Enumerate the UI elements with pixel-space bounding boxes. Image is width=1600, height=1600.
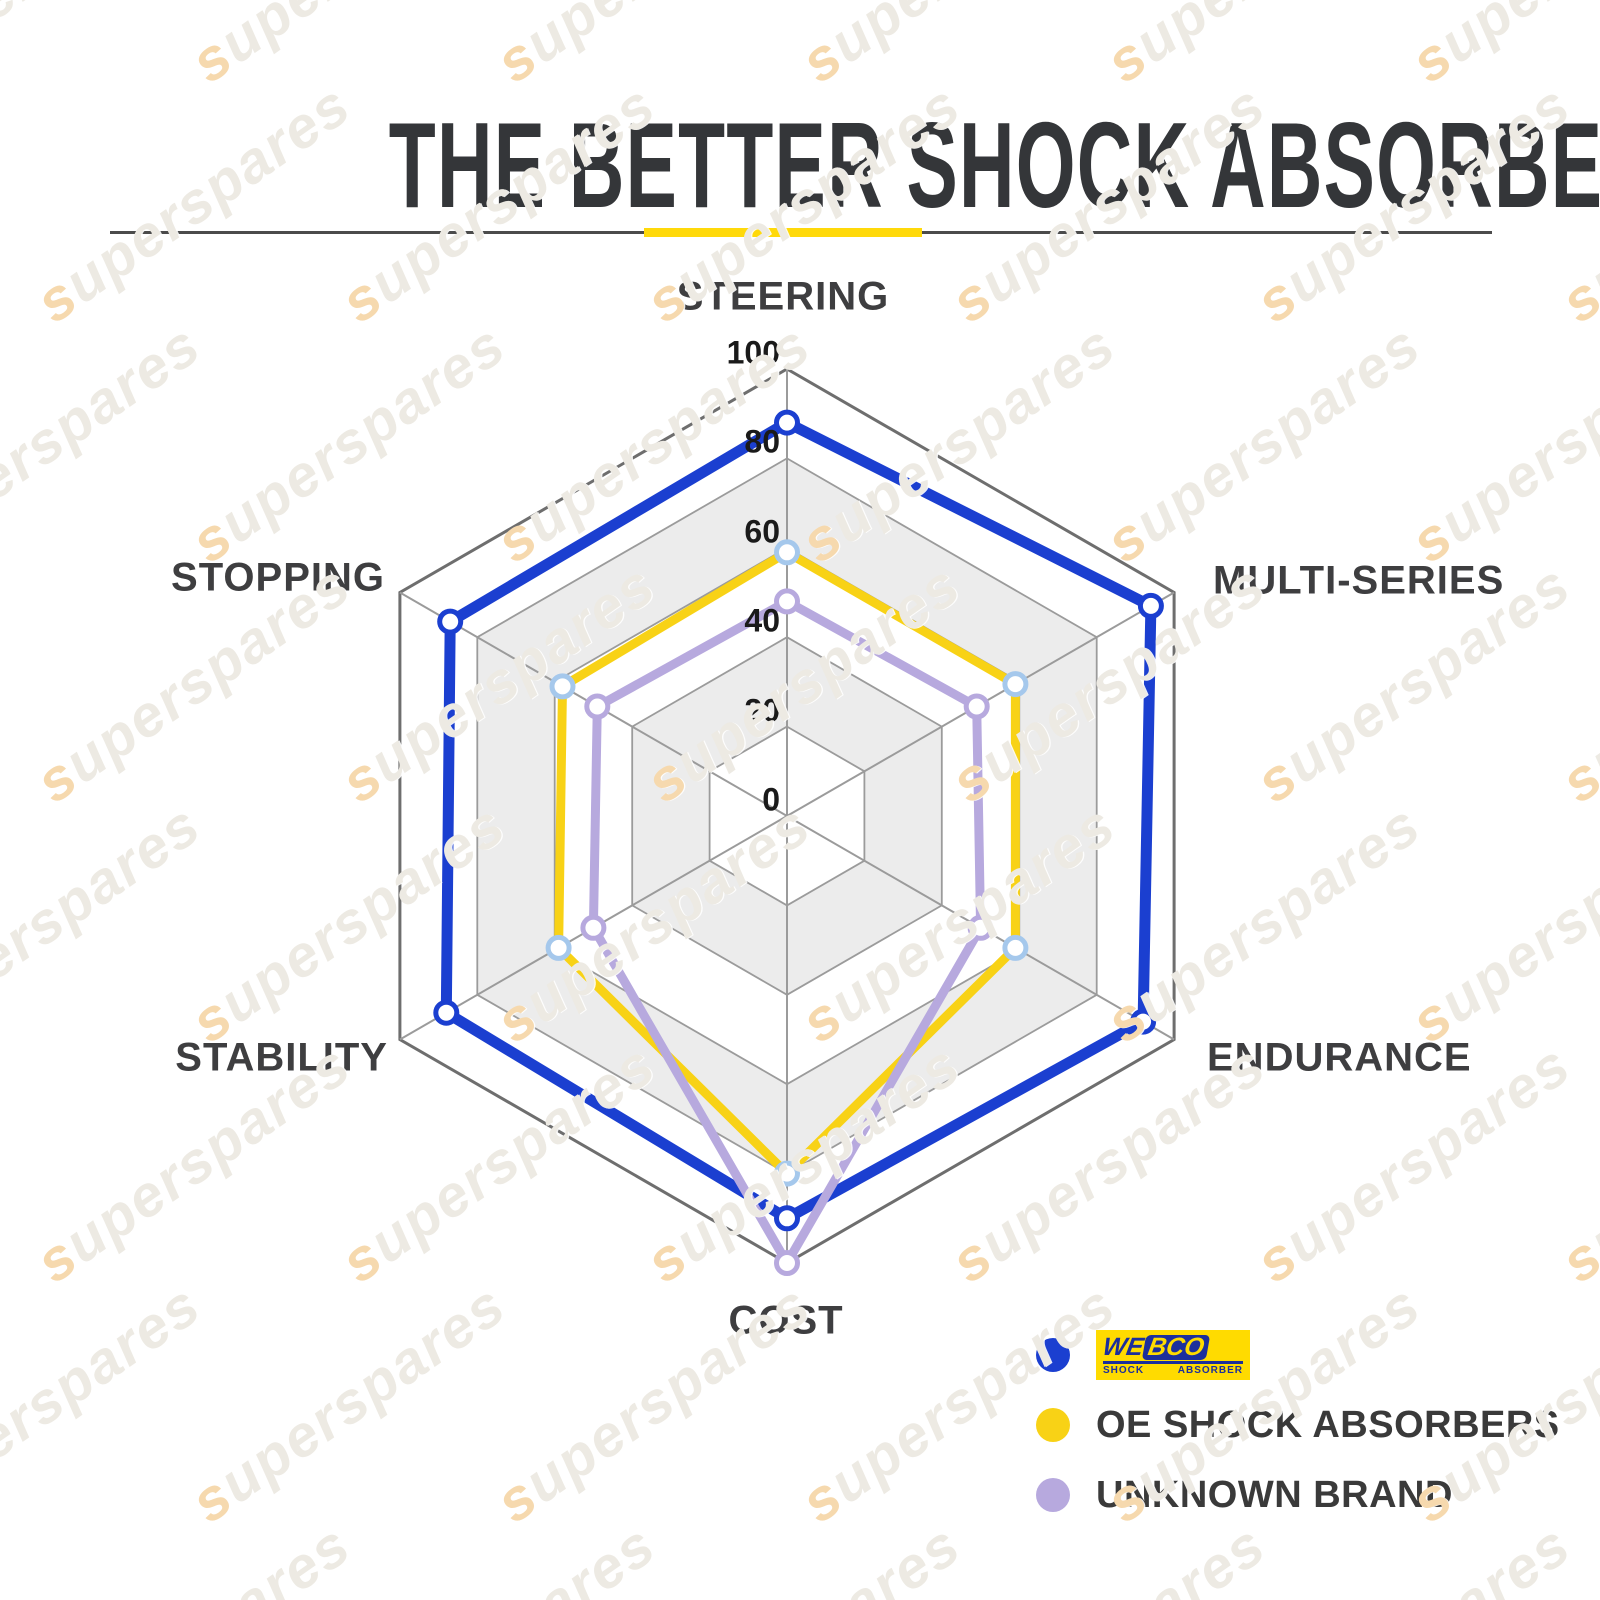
legend-dot-webco <box>1036 1338 1070 1372</box>
axis-label-steering: STEERING <box>676 274 890 319</box>
webco-logo-rule <box>1103 1360 1243 1364</box>
legend-dot-unknown <box>1036 1478 1070 1512</box>
axis-label-stopping: STOPPING <box>171 555 385 600</box>
webco-logo: WE BCO SHOCK ABSORBER <box>1096 1330 1250 1380</box>
tick-label-20: 20 <box>744 692 780 729</box>
axis-label-endurance: ENDURANCE <box>1207 1035 1472 1080</box>
webco-logo-wordmark: WE BCO <box>1100 1332 1245 1361</box>
divider-yellow-accent <box>644 228 922 237</box>
legend: WE BCO SHOCK ABSORBER OE SHOCK ABSORBERS… <box>1036 1330 1560 1520</box>
title-divider <box>110 228 1492 237</box>
tick-label-0: 0 <box>762 781 780 818</box>
tick-label-60: 60 <box>744 513 780 550</box>
legend-item-webco: WE BCO SHOCK ABSORBER <box>1036 1330 1560 1380</box>
axis-label-stability: STABILITY <box>175 1035 388 1080</box>
tick-label-40: 40 <box>744 602 780 639</box>
tick-label-80: 80 <box>744 423 780 460</box>
webco-logo-bco: BCO <box>1142 1333 1211 1361</box>
tick-label-100: 100 <box>726 334 780 371</box>
axis-label-cost: COST <box>728 1298 844 1343</box>
legend-dot-oe <box>1036 1408 1070 1442</box>
page-title: THE BETTER SHOCK ABSORBERS <box>0 104 1600 226</box>
webco-logo-tagline: SHOCK ABSORBER <box>1103 1365 1243 1376</box>
legend-label-oe: OE SHOCK ABSORBERS <box>1096 1403 1560 1446</box>
axis-label-multi-series: MULTI-SERIES <box>1213 558 1505 603</box>
webco-logo-tagline-shock: SHOCK <box>1103 1364 1145 1376</box>
webco-logo-tagline-absorber: ABSORBER <box>1177 1364 1243 1376</box>
webco-logo-we: WE <box>1100 1332 1146 1361</box>
legend-item-oe: OE SHOCK ABSORBERS <box>1036 1400 1560 1450</box>
legend-item-unknown: UNKNOWN BRAND <box>1036 1470 1560 1520</box>
legend-label-unknown: UNKNOWN BRAND <box>1096 1473 1453 1516</box>
page-title-text: THE BETTER SHOCK ABSORBERS <box>388 97 1600 233</box>
